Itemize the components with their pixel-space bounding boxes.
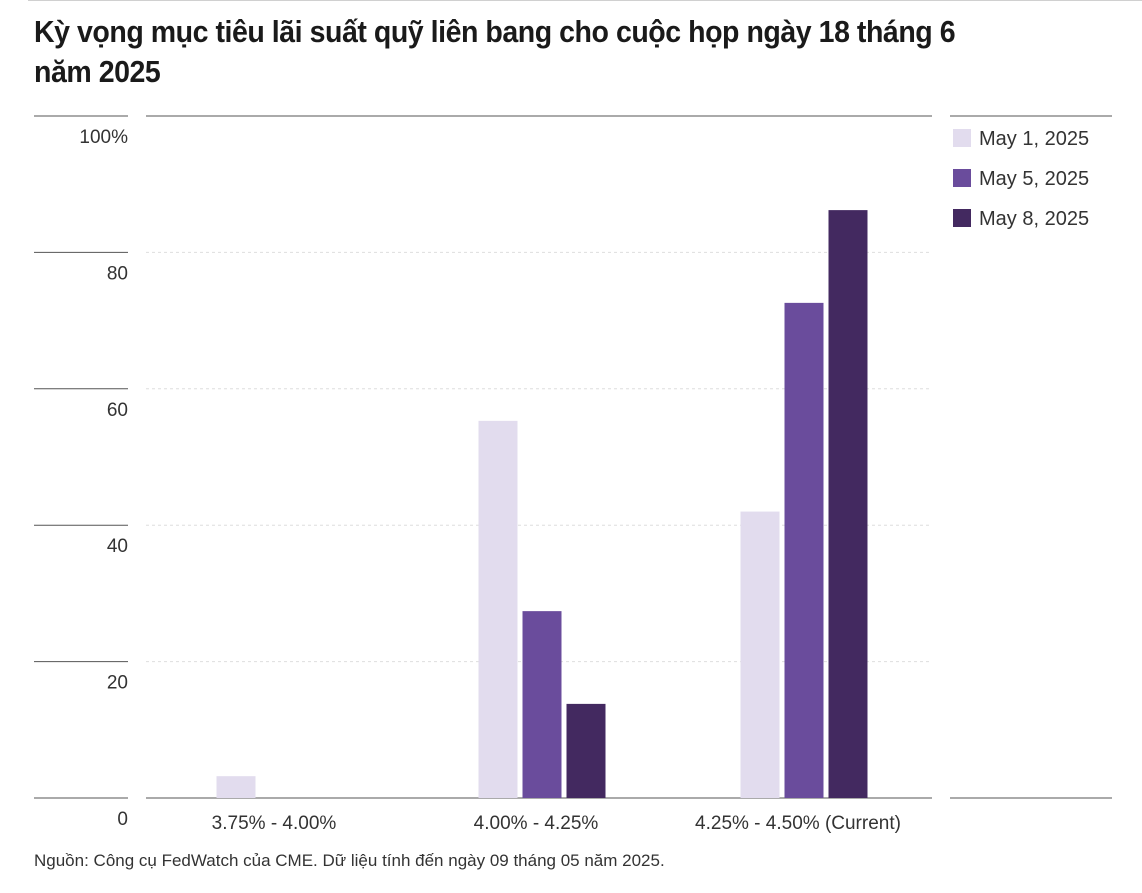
- top-rule: [28, 0, 1142, 1]
- bar: [828, 210, 868, 799]
- y-axis-ticks: 0 20 40 60 80 100%: [79, 127, 128, 830]
- x-tick-label: 3.75% - 4.00%: [212, 813, 337, 834]
- legend: May 1, 2025 May 5, 2025 May 8, 2025: [950, 115, 1112, 799]
- source-note: Nguồn: Công cụ FedWatch của CME. Dữ liệu…: [34, 851, 665, 870]
- chart-area: 0 20 40 60 80 100% 3.75% - 4.00% 4.00% - 4.25%…: [0, 100, 1142, 840]
- bar: [784, 302, 824, 798]
- y-tick-label: 0: [117, 809, 128, 830]
- bar-chart: 0 20 40 60 80 100% 3.75% - 4.00% 4.00% - 4.25%…: [34, 115, 1112, 834]
- x-tick-label: 4.00% - 4.25%: [474, 813, 599, 834]
- x-tick-label: 4.25% - 4.50% (Current): [695, 813, 901, 834]
- chart-title: Kỳ vọng mục tiêu lãi suất quỹ liên bang …: [34, 14, 956, 89]
- bars: [216, 210, 868, 799]
- y-tick-label: 40: [107, 536, 128, 557]
- bar: [740, 511, 780, 798]
- legend-label: May 5, 2025: [979, 168, 1089, 190]
- legend-swatch: [953, 129, 971, 147]
- x-axis-ticks: 3.75% - 4.00% 4.00% - 4.25% 4.25% - 4.50% …: [212, 813, 901, 834]
- legend-swatch: [953, 209, 971, 227]
- bar: [522, 611, 562, 798]
- legend-label: May 8, 2025: [979, 208, 1089, 230]
- bar: [478, 420, 518, 798]
- y-tick-label: 80: [107, 263, 128, 284]
- y-tick-label: 20: [107, 673, 128, 694]
- bar: [566, 703, 606, 798]
- legend-swatch: [953, 169, 971, 187]
- y-tick-label: 60: [107, 400, 128, 421]
- bar: [216, 776, 256, 798]
- legend-label: May 1, 2025: [979, 128, 1089, 150]
- y-tick-label: 100%: [79, 127, 128, 148]
